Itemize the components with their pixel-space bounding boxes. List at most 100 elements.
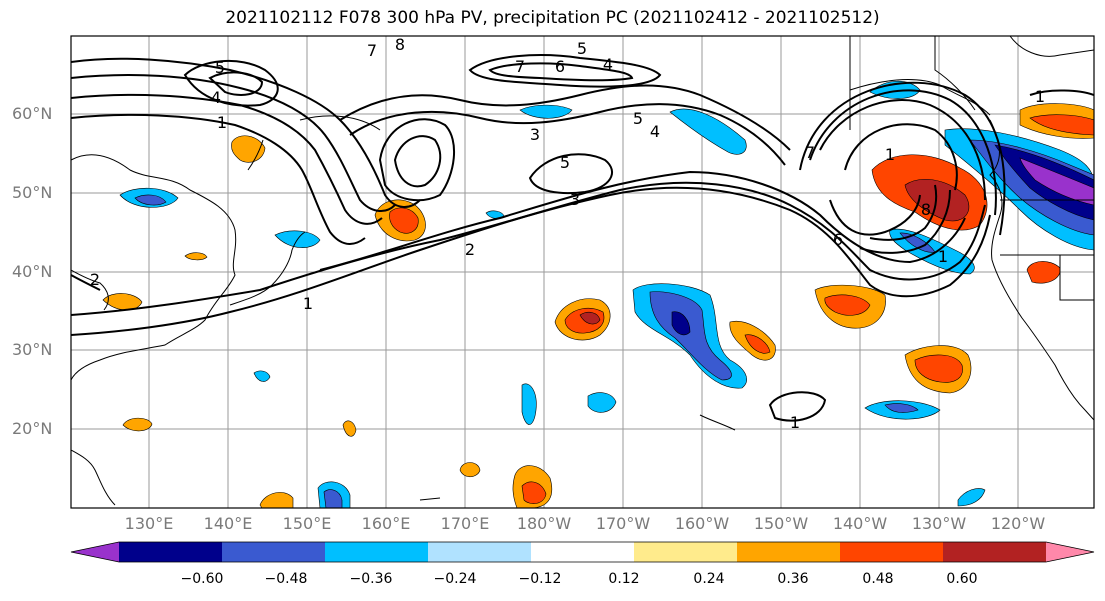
lon-label: 180°W: [516, 514, 572, 533]
precip-positive-area: [1029, 114, 1094, 136]
lon-label: 150°W: [753, 514, 809, 533]
colorbar-tick-label: −0.60: [180, 571, 224, 587]
pv-contour-3: [319, 170, 966, 271]
colorbar: [70, 541, 1095, 563]
pv-contour-5: [869, 184, 938, 241]
pv-contour-10: [844, 123, 958, 191]
lon-label: 140°E: [203, 514, 253, 533]
pv-contour-8: [809, 89, 997, 216]
pv-contour-15: [183, 59, 279, 107]
coastlines: [71, 36, 1094, 506]
colorbar-segment: [222, 542, 326, 562]
precip-negative-area: [519, 104, 573, 119]
pv-contour-6: [829, 194, 921, 236]
lat-label: 50°N: [12, 183, 53, 202]
pv-contour-7: [819, 99, 986, 201]
pv-contour-14: [71, 113, 366, 245]
contour-label: 3: [530, 125, 540, 144]
contour-label: 3: [570, 190, 580, 209]
precip-positive-area: [824, 294, 871, 316]
colorbar-segment: [840, 542, 944, 562]
pv-contour-21: [468, 54, 662, 88]
pv-contour-26: [71, 274, 101, 291]
precip-negative-area: [669, 108, 747, 155]
contour-label: 4: [650, 122, 660, 141]
pv-contour-18: [393, 135, 442, 188]
colorbar-extend-low: [71, 542, 119, 562]
pv-contour-25: [1029, 89, 1094, 96]
precip-positive-area: [744, 334, 771, 354]
lon-label: 150°E: [282, 514, 332, 533]
colorbar-tick-label: 0.36: [777, 571, 809, 587]
colorbar-segment: [737, 542, 841, 562]
pv-contour-9: [799, 81, 1006, 236]
precip-positive-area: [521, 481, 547, 504]
pv-contour-22: [488, 62, 634, 82]
contour-label: 1: [885, 145, 895, 164]
contour-label: 5: [215, 58, 225, 77]
colorbar-outline: [70, 541, 1095, 563]
contour-label: 7: [515, 57, 525, 76]
pv-contour-24: [768, 391, 827, 422]
precip-positive-area: [459, 462, 481, 478]
colorbar-segment: [428, 542, 532, 562]
colorbar-tick-label: 0.60: [946, 571, 978, 587]
pv-contour-17: [378, 118, 456, 202]
pv-contour-4: [859, 189, 951, 254]
colorbar-tick-label: −0.24: [433, 571, 477, 587]
lon-label: 130°E: [124, 514, 174, 533]
contour-label: 4: [603, 55, 613, 74]
precip-negative-area: [884, 403, 919, 413]
pv-contour-2: [71, 181, 986, 316]
colorbar-segment: [119, 542, 223, 562]
contour-label: 1: [217, 113, 227, 132]
lon-label: 160°E: [361, 514, 411, 533]
precip-negative-area: [957, 488, 986, 507]
pv-contour-20: [349, 103, 786, 166]
contour-label: 4: [211, 88, 221, 107]
lon-label: 160°W: [674, 514, 730, 533]
pv-contour-23: [528, 153, 613, 195]
colorbar-segment: [531, 542, 635, 562]
pv-contours: [71, 54, 1094, 422]
precip-negative-area: [253, 370, 271, 382]
pv-contour-12: [71, 74, 396, 212]
precip-positive-area: [122, 417, 153, 432]
precip-negative-area: [521, 383, 537, 425]
precip-positive-area: [1026, 261, 1061, 284]
pv-contour-1: [71, 186, 991, 336]
contour-label: 8: [921, 200, 931, 219]
colorbar-tick-label: 0.24: [693, 571, 725, 587]
lon-label: 140°W: [832, 514, 888, 533]
colorbar-segment: [943, 542, 1047, 562]
pv-contour-11: [71, 57, 421, 208]
contour-label: 7: [805, 143, 815, 162]
precipitation-shading: [102, 80, 1094, 508]
contour-label: 6: [555, 57, 565, 76]
contour-label: 1: [303, 294, 313, 313]
precip-positive-area: [579, 311, 601, 325]
precip-positive-area: [389, 207, 419, 234]
lon-label: 120°W: [990, 514, 1046, 533]
colorbar-tick-label: 0.12: [608, 571, 640, 587]
colorbar-tick-label: −0.12: [518, 571, 562, 587]
map-frame: [70, 35, 1095, 509]
precip-positive-area: [914, 354, 963, 383]
precip-negative-area: [1019, 157, 1094, 206]
precip-negative-area: [649, 291, 732, 381]
contour-label: 1: [1035, 87, 1045, 106]
lon-label: 170°W: [595, 514, 651, 533]
lon-label: 130°W: [911, 514, 967, 533]
precip-positive-area: [342, 420, 357, 437]
pv-contour-19: [339, 84, 791, 151]
lat-label: 20°N: [12, 419, 53, 438]
colorbar-segment: [325, 542, 429, 562]
contour-label: 5: [560, 153, 570, 172]
precip-negative-area: [134, 194, 167, 206]
precip-negative-area: [671, 311, 691, 336]
lat-label: 30°N: [12, 340, 53, 359]
colorbar-tick-label: 0.48: [862, 571, 894, 587]
pv-contour-labels: 5 4 1 7 8 7 6 5 4 3 5 3 2 1 5 4 7 6 1 8 …: [90, 36, 1045, 432]
contour-label: 7: [367, 41, 377, 60]
precip-positive-area: [102, 293, 143, 311]
